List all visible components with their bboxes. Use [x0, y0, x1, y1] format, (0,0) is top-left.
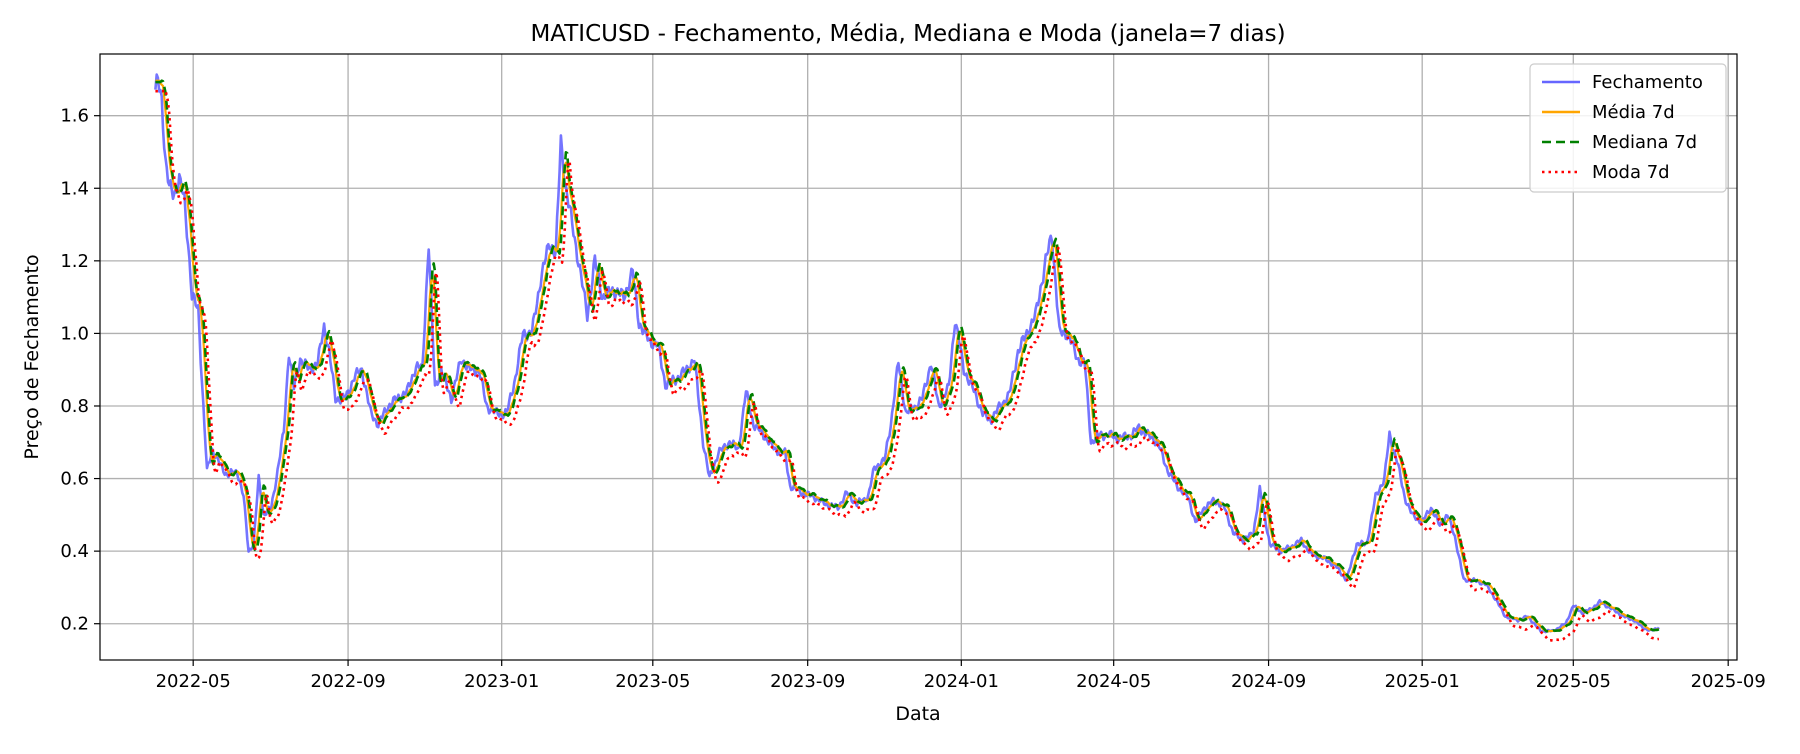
x-tick-label: 2024-05: [1076, 671, 1151, 692]
y-tick-label: 1.2: [60, 251, 89, 272]
grid-lines: [100, 54, 1737, 660]
x-tick-label: 2024-09: [1231, 671, 1306, 692]
y-tick-label: 1.6: [60, 106, 89, 127]
y-tick-label: 1.4: [60, 178, 89, 199]
x-tick-label: 2022-09: [310, 671, 385, 692]
x-tick-label: 2022-05: [156, 671, 231, 692]
series-line-0: [154, 73, 1660, 634]
legend-entry-label: Moda 7d: [1592, 162, 1670, 183]
chart-title: MATICUSD - Fechamento, Média, Mediana e …: [530, 21, 1285, 47]
legend-entry-label: Mediana 7d: [1592, 132, 1697, 153]
y-tick-label: 0.4: [60, 541, 89, 562]
x-tick-label: 2025-09: [1691, 671, 1766, 692]
y-axis-label: Preço de Fechamento: [21, 254, 43, 459]
x-tick-label: 2023-05: [615, 671, 690, 692]
series-line-3: [155, 88, 1660, 642]
y-tick-label: 0.8: [60, 396, 89, 417]
series-line-2: [155, 79, 1660, 633]
plot-area-background: [100, 54, 1737, 660]
legend: Fechamento Média 7d Mediana 7d Moda 7d: [1529, 63, 1727, 193]
x-tick-label: 2023-01: [464, 671, 539, 692]
plot-area-frame: [99, 53, 1738, 661]
x-tick-label: 2024-01: [924, 671, 999, 692]
y-axis: 0.2 0.4 0.6 0.8 1.0 1.2 1.4 1.6: [60, 106, 100, 635]
y-tick-label: 1.0: [60, 323, 89, 344]
x-axis-label: Data: [895, 703, 940, 725]
x-tick-label: 2023-09: [770, 671, 845, 692]
x-tick-label: 2025-01: [1385, 671, 1460, 692]
legend-box: [1529, 63, 1727, 193]
legend-entry-label: Média 7d: [1592, 102, 1675, 123]
series-lines: [154, 73, 1660, 642]
x-axis: 2022-05 2022-09 2023-01 2023-05 2023-09 2024-…: [156, 660, 1766, 692]
y-tick-label: 0.2: [60, 614, 89, 635]
y-tick-label: 0.6: [60, 469, 89, 490]
x-tick-label: 2025-05: [1536, 671, 1611, 692]
legend-entry-label: Fechamento: [1592, 72, 1703, 93]
